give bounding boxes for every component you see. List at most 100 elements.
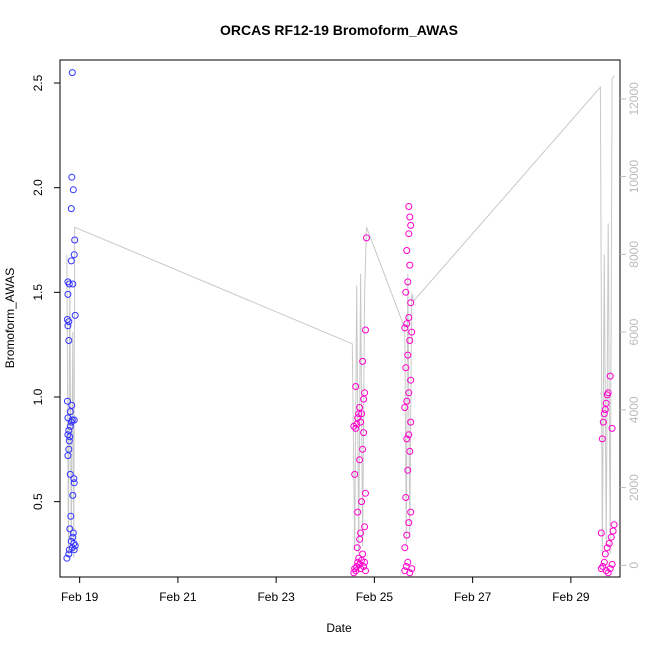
data-point [69,529,77,537]
data-point [404,466,412,474]
x-tick-label: Feb 27 [454,590,492,604]
data-point [64,290,72,298]
data-point [407,508,415,516]
data-point [65,427,73,434]
data-point [358,498,366,506]
y-tick-label: 2.5 [31,74,45,91]
data-point [402,288,410,296]
y2-tick-label: 0 [627,562,641,569]
data-point [71,542,79,550]
data-point [356,404,364,411]
data-point [600,558,608,566]
data-point [63,554,71,562]
data-point [65,445,73,453]
x-tick-label: Feb 29 [552,590,590,604]
data-point [403,397,411,405]
y-tick-label: 2.0 [31,179,45,196]
x-axis: Feb 19 Feb 21 Feb 23 Feb 25 Feb 27 Feb 29 [61,577,590,604]
x-tick-label: Feb 19 [61,590,99,604]
data-point [405,314,413,321]
data-point [605,540,613,547]
data-point [403,320,411,328]
data-point [402,494,410,501]
data-point [70,251,78,259]
data-point [70,416,78,424]
y-axis: 0.5 1.0 1.5 2.0 2.5 [31,74,60,510]
data-point [357,418,365,426]
data-point [598,435,606,443]
data-point [401,404,409,411]
data-point [350,422,358,430]
data-point [402,364,410,372]
data-points [63,69,618,577]
data-point [408,565,416,573]
y2-tick-label: 2000 [627,474,641,501]
data-point [608,424,616,432]
data-point [352,424,360,432]
data-point [360,563,368,570]
y-tick-label: 1.5 [31,284,45,301]
data-point [70,546,78,554]
data-point [354,508,362,516]
data-point [68,173,76,181]
data-point [350,569,358,577]
data-point [63,316,71,323]
data-point [66,470,74,478]
data-point [69,491,77,499]
x-tick-label: Feb 23 [257,590,295,604]
y-tick-label: 0.5 [31,493,45,510]
data-point [600,410,608,418]
data-point [407,221,415,229]
data-point [67,257,75,265]
data-point [64,278,72,286]
data-point [361,389,369,397]
data-point [65,550,73,558]
data-point [405,519,413,527]
data-point [603,544,611,552]
data-point [357,529,365,537]
data-point [356,535,364,543]
data-point [401,544,409,552]
data-point [362,326,369,334]
data-point [66,525,74,533]
data-point [610,521,618,529]
data-point [604,569,612,577]
data-point [603,391,611,399]
data-point [406,337,414,344]
data-point [363,234,370,242]
data-point [65,337,73,344]
data-point [68,401,76,409]
data-point [607,533,615,541]
y-tick-label: 1.0 [31,388,45,405]
data-point [405,431,413,439]
data-point [406,261,414,269]
data-point [361,523,369,531]
data-point [362,567,369,575]
x-axis-label: Date [326,621,352,635]
data-point [404,558,412,566]
data-point [405,389,413,397]
data-point [70,475,78,483]
data-point [606,565,614,573]
data-point [361,558,369,566]
data-point [66,408,74,416]
data-point [602,567,610,575]
y-axis-label: Bromoform_AWAS [3,268,17,368]
data-point [66,422,74,430]
data-point [407,418,415,426]
data-point [362,489,369,497]
y2-tick-label: 12000 [627,82,641,116]
plot-frame [59,59,621,578]
data-point [599,563,607,570]
data-point [403,531,411,539]
data-point [360,429,368,437]
data-point [68,416,76,424]
data-point [406,447,414,455]
data-point [358,410,366,418]
data-point [407,376,415,384]
data-point [606,372,614,380]
data-point [352,383,360,390]
data-point [406,213,414,221]
secondary-y-axis: 0 2000 4000 6000 8000 10000 12000 [620,82,641,569]
